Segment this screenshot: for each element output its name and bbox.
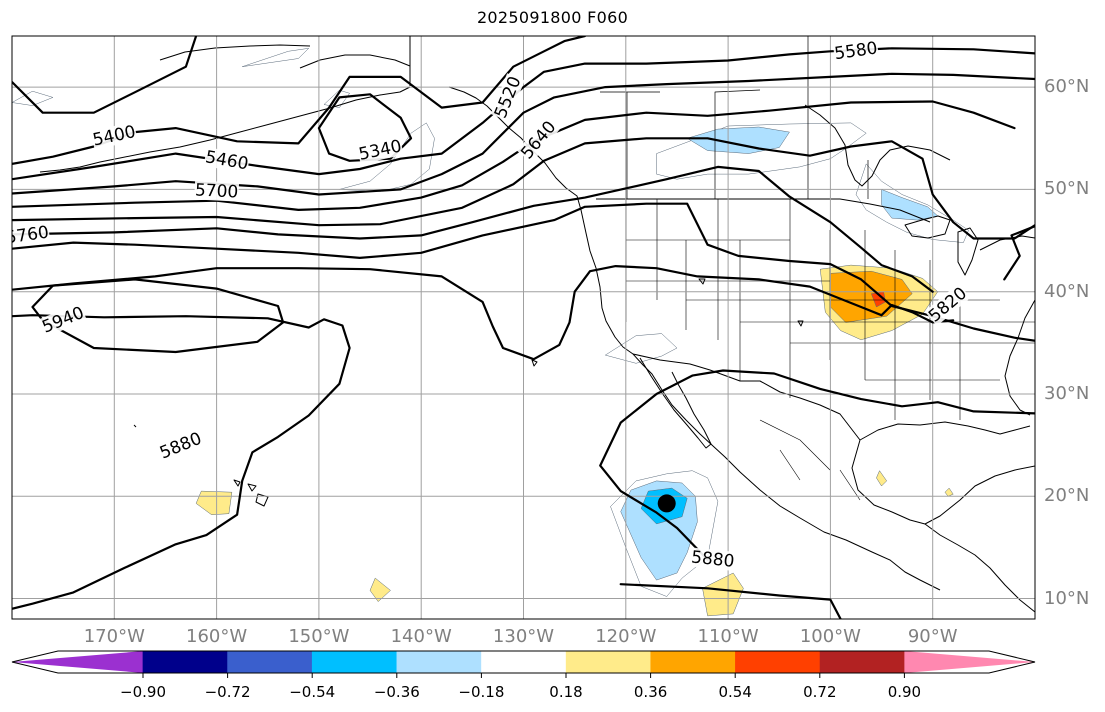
contour-label-text: 5400 xyxy=(91,122,137,151)
anomaly-shading-layer xyxy=(12,47,969,617)
shaded-region-14 xyxy=(195,490,233,515)
coastline-east xyxy=(1004,299,1035,416)
lat-tick-label: 50°N xyxy=(1044,178,1090,200)
contour-5400-2 xyxy=(12,36,198,114)
contour-label-5880: 5880 xyxy=(156,428,205,464)
lat-tick-label: 10°N xyxy=(1044,587,1090,609)
contour-label-5880: 5880 xyxy=(689,547,736,572)
lat-tick-label: 60°N xyxy=(1044,76,1090,98)
colorbar-segment-8 xyxy=(735,651,821,673)
mexico-state-borders xyxy=(759,419,861,501)
shaded-region-1 xyxy=(242,47,310,67)
contour-label-5400: 5400 xyxy=(90,121,138,151)
canada-province-borders xyxy=(600,36,869,199)
colorbar-segment-9 xyxy=(819,651,905,673)
us-mexico-border xyxy=(632,353,861,441)
contour-label-5460: 5460 xyxy=(203,147,251,174)
map-frame xyxy=(11,35,1036,620)
shaded-region-15 xyxy=(702,572,744,617)
contour-label-text: 5880 xyxy=(690,547,735,571)
lat-tick-label: 30°N xyxy=(1044,383,1090,404)
lon-tick-label: 100°W xyxy=(799,626,861,647)
lon-tick-label: 130°W xyxy=(492,626,555,647)
colorbar-tick-label: −0.18 xyxy=(458,683,505,701)
shaded-region-8 xyxy=(686,126,790,154)
shaded-region-16 xyxy=(369,577,391,602)
colorbar-tick-label: 0.72 xyxy=(803,683,837,701)
lon-tick-label: 110°W xyxy=(697,626,759,647)
contour-label-5700: 5700 xyxy=(194,180,240,203)
shaded-region-17 xyxy=(876,470,888,487)
shaded-region-18 xyxy=(944,487,954,497)
coastline-gulf-north xyxy=(859,421,1031,441)
contour-label-text: 5700 xyxy=(194,180,238,202)
contour-5460-3 xyxy=(12,47,1035,181)
small-islands xyxy=(133,278,804,428)
colorbar-tick-label: −0.72 xyxy=(204,683,251,701)
shaded-region-2 xyxy=(323,89,351,108)
colorbar-outline xyxy=(11,650,1036,674)
colorbar-segment-0 xyxy=(12,651,144,673)
colorbar-tick-label: 0.90 xyxy=(887,683,922,701)
lon-tick-label: 150°W xyxy=(288,626,350,647)
colorbar-tick-label: 0.36 xyxy=(633,683,668,701)
shaded-region-19 xyxy=(830,270,913,323)
contour-5820-10 xyxy=(12,265,955,361)
lon-tick-label: 90°W xyxy=(907,626,958,647)
contour-5880-13 xyxy=(599,369,1035,561)
colorbar-tick-label: 0.54 xyxy=(718,683,752,701)
colorbar-segment-1 xyxy=(142,651,228,673)
lon-tick-label: 170°W xyxy=(83,626,145,647)
lat-tick-label: 40°N xyxy=(1044,280,1090,302)
coastline-hudson-bay xyxy=(804,104,951,187)
map-title: 2025091800 F060 xyxy=(476,8,629,27)
contour-label-text: 5580 xyxy=(833,38,879,64)
contour-5880-11 xyxy=(12,314,351,610)
contour-label-5580: 5580 xyxy=(832,38,880,64)
lon-tick-label: 120°W xyxy=(595,626,657,647)
colorbar-segment-4 xyxy=(396,651,482,673)
colorbar-segment-2 xyxy=(227,651,313,673)
coastline-central-america xyxy=(924,523,1035,613)
shaded-region-6 xyxy=(604,333,678,364)
lon-tick-label: 160°W xyxy=(186,626,248,647)
colorbar-segment-10 xyxy=(904,651,1035,673)
contour-5940-14 xyxy=(31,278,285,354)
colorbar-segment-6 xyxy=(565,651,651,673)
colorbar xyxy=(11,650,1036,678)
contour-5520-4 xyxy=(12,72,1035,196)
contour-5700-7 xyxy=(12,165,934,293)
lat-tick-label: 20°N xyxy=(1044,485,1090,507)
contour-label-text: 5760 xyxy=(4,222,50,248)
contour-5640-6 xyxy=(12,137,1035,240)
contour-label-text: 5880 xyxy=(157,429,205,464)
colorbar-tick-label: −0.36 xyxy=(373,683,420,701)
colorbar-tick-label: −0.54 xyxy=(289,683,336,701)
contour-label-text: 5460 xyxy=(204,147,250,174)
contour-5880-12 xyxy=(619,583,842,619)
colorbar-tick-label: −0.90 xyxy=(120,683,166,701)
coastline-alaska xyxy=(39,86,411,173)
coastline-alaska-west xyxy=(299,54,411,69)
contour-5700-8 xyxy=(1003,225,1035,281)
lon-tick-label: 140°W xyxy=(390,626,452,647)
contour-label-text: 5520 xyxy=(491,74,526,122)
storm-center-marker xyxy=(657,494,676,513)
colorbar-segment-3 xyxy=(311,651,398,673)
shaded-region-9 xyxy=(881,189,939,221)
colorbar-segment-7 xyxy=(650,651,736,673)
marker-layer xyxy=(657,494,676,513)
coastline-baja xyxy=(639,357,712,449)
colorbar-tick-label: 0.18 xyxy=(549,683,583,701)
colorbar-segment-5 xyxy=(481,651,567,673)
coastline-alaska-north xyxy=(159,44,311,61)
